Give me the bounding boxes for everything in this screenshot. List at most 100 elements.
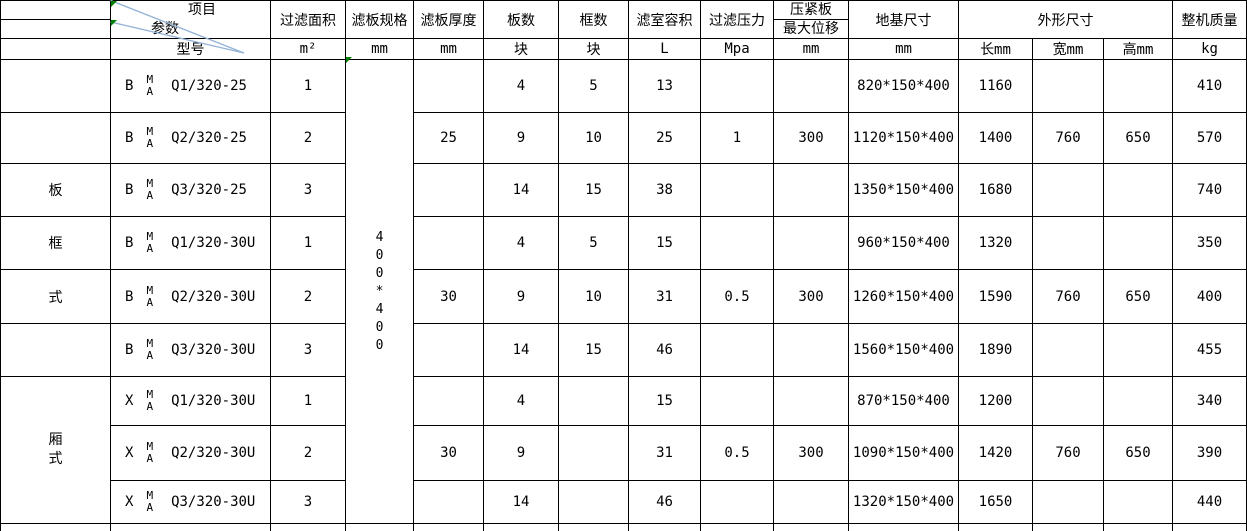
cell-plate-thickness[interactable]: 30 [413, 269, 484, 324]
cell-press-travel[interactable]: 300 [773, 269, 849, 324]
corner-label-model[interactable]: 型号 [110, 38, 271, 60]
cell-height[interactable]: 650 [1103, 425, 1173, 481]
cell-weight[interactable]: 410 [1172, 59, 1247, 113]
cell-plate-spec[interactable]: 400*400 [345, 59, 414, 524]
cell-weight[interactable]: 740 [1172, 163, 1247, 217]
cell-length[interactable]: 1650 [958, 480, 1033, 524]
cell-chamber-volume[interactable]: 46 [628, 480, 701, 524]
header-empty-a3[interactable] [0, 38, 111, 60]
cell-filter-pressure[interactable]: 0.5 [700, 269, 774, 324]
cell-weight[interactable]: 390 [1172, 425, 1247, 481]
cell-height[interactable] [1103, 59, 1173, 113]
cell-filter-area[interactable]: 3 [270, 163, 346, 217]
cell-plate-count[interactable]: 4 [483, 59, 559, 113]
cell-group-label[interactable]: 式 [0, 269, 111, 324]
cell-width[interactable] [1032, 59, 1104, 113]
cell-plate-thickness[interactable] [413, 216, 484, 270]
header-overall-size[interactable]: 外形尺寸 [958, 0, 1173, 39]
header-filter-pressure[interactable]: 过滤压力 [700, 0, 774, 39]
cell-length[interactable]: 1400 [958, 112, 1033, 164]
cell-filter-pressure[interactable]: 1 [700, 112, 774, 164]
cell-filter-pressure[interactable] [700, 216, 774, 270]
cell-plate-count[interactable]: 9 [483, 112, 559, 164]
cell-press-travel[interactable] [773, 163, 849, 217]
cell-width[interactable] [1032, 216, 1104, 270]
cell-width[interactable] [1032, 480, 1104, 524]
cell-filter-area[interactable]: 3 [270, 323, 346, 377]
unit-length[interactable]: 长mm [958, 38, 1033, 60]
cell-chamber-volume[interactable]: 31 [628, 425, 701, 481]
cell-filter-area[interactable]: 1 [270, 59, 346, 113]
header-plate-count[interactable]: 板数 [483, 0, 559, 39]
cell-frame-count[interactable]: 5 [558, 216, 629, 270]
cell-plate-count[interactable]: 9 [483, 269, 559, 324]
cell-filter-pressure[interactable]: 0.5 [700, 425, 774, 481]
cell-height[interactable] [1103, 216, 1173, 270]
cell-length[interactable]: 1590 [958, 269, 1033, 324]
cell-frame-count[interactable]: 15 [558, 323, 629, 377]
cell-chamber-volume[interactable]: 25 [628, 112, 701, 164]
header-plate-spec[interactable]: 滤板规格 [345, 0, 414, 39]
unit-plate-thickness[interactable]: mm [413, 38, 484, 60]
cell-chamber-volume[interactable]: 15 [628, 376, 701, 426]
cell-frame-count[interactable]: 10 [558, 112, 629, 164]
cell-filter-area[interactable]: 2 [270, 425, 346, 481]
cell-chamber-volume[interactable]: 46 [628, 323, 701, 377]
cell-foundation-size[interactable]: 870*150*400 [848, 376, 959, 426]
cell-foundation-size[interactable]: 820*150*400 [848, 59, 959, 113]
cell-height[interactable] [1103, 323, 1173, 377]
cell-chamber-volume[interactable]: 15 [628, 216, 701, 270]
cell-plate-thickness[interactable]: 25 [413, 112, 484, 164]
cell-length[interactable]: 1680 [958, 163, 1033, 217]
cell-height[interactable] [1103, 163, 1173, 217]
header-press-plate[interactable]: 压紧板 [773, 0, 849, 20]
cell-press-travel[interactable] [773, 59, 849, 113]
cell-plate-count[interactable]: 14 [483, 480, 559, 524]
cell-weight[interactable]: 400 [1172, 269, 1247, 324]
cell-width[interactable]: 760 [1032, 425, 1104, 481]
cell-plate-thickness[interactable] [413, 163, 484, 217]
header-foundation-size[interactable]: 地基尺寸 [848, 0, 959, 39]
unit-plate-count[interactable]: 块 [483, 38, 559, 60]
cell-filter-pressure[interactable] [700, 323, 774, 377]
unit-width[interactable]: 宽mm [1032, 38, 1104, 60]
cell-press-travel[interactable]: 300 [773, 425, 849, 481]
cell-group-label[interactable] [0, 59, 111, 113]
cell-press-travel[interactable] [773, 216, 849, 270]
cell-plate-thickness[interactable] [413, 323, 484, 377]
cell-length[interactable]: 1890 [958, 323, 1033, 377]
header-empty-a1[interactable] [0, 0, 111, 20]
unit-weight[interactable]: kg [1172, 38, 1247, 60]
cell-foundation-size[interactable]: 1090*150*400 [848, 425, 959, 481]
cell-filter-area[interactable]: 1 [270, 216, 346, 270]
cell-press-travel[interactable] [773, 376, 849, 426]
cell-filter-pressure[interactable] [700, 480, 774, 524]
cell-weight[interactable]: 340 [1172, 376, 1247, 426]
unit-height[interactable]: 高mm [1103, 38, 1173, 60]
cell-plate-thickness[interactable] [413, 59, 484, 113]
cell-chamber-volume[interactable]: 38 [628, 163, 701, 217]
cell-plate-count[interactable]: 14 [483, 163, 559, 217]
cell-frame-count[interactable] [558, 425, 629, 481]
cell-width[interactable] [1032, 323, 1104, 377]
cell-width[interactable] [1032, 163, 1104, 217]
cell-filter-pressure[interactable] [700, 59, 774, 113]
cell-group-label[interactable] [0, 112, 111, 164]
header-machine-weight[interactable]: 整机质量 [1172, 0, 1247, 39]
cell-length[interactable]: 1420 [958, 425, 1033, 481]
cell-height[interactable]: 650 [1103, 269, 1173, 324]
unit-filter-pressure[interactable]: Mpa [700, 38, 774, 60]
cell-press-travel[interactable]: 300 [773, 112, 849, 164]
cell-plate-thickness[interactable] [413, 376, 484, 426]
cell-filter-area[interactable]: 2 [270, 269, 346, 324]
cell-frame-count[interactable]: 15 [558, 163, 629, 217]
cell-length[interactable]: 1200 [958, 376, 1033, 426]
cell-plate-thickness[interactable] [413, 480, 484, 524]
cell-filter-area[interactable]: 3 [270, 480, 346, 524]
unit-press-travel[interactable]: mm [773, 38, 849, 60]
